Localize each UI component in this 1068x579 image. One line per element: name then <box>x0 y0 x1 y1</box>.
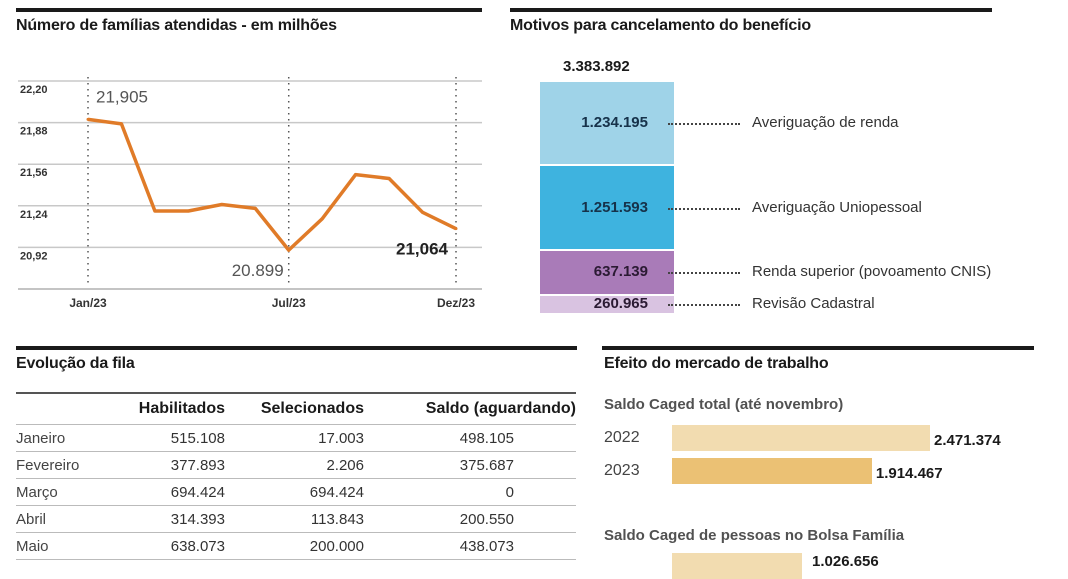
section-rule <box>510 8 992 12</box>
data-point <box>153 209 157 213</box>
table-cell: 377.893 <box>102 451 225 479</box>
table-row: Março 694.424 694.424 0 <box>16 478 576 506</box>
section-rule <box>602 346 1034 350</box>
data-label: 20.899 <box>232 261 284 280</box>
y-tick-label: 20,92 <box>20 250 48 262</box>
bar-value-label-bolsa-familia: 1.026.656 <box>812 553 879 570</box>
table-cell: 438.073 <box>364 532 576 560</box>
bar <box>672 425 930 451</box>
stack-segment: 637.139 <box>540 251 674 294</box>
table-row: Abril 314.393 113.843 200.550 <box>16 505 576 533</box>
bar-bolsa-familia <box>672 553 802 579</box>
subchart-subtitle: Saldo Caged total (até novembro) <box>604 396 844 413</box>
segment-value-label: 1.234.195 <box>581 114 648 132</box>
row-month-cell: Março <box>16 478 102 506</box>
table-cell: 694.424 <box>225 478 364 506</box>
data-label: 21,905 <box>96 87 148 106</box>
table-cell: 17.003 <box>225 424 364 452</box>
y-tick-label: 21,56 <box>20 167 48 179</box>
row-month-cell: Abril <box>16 505 102 533</box>
segment-category-label: Averiguação Uniopessoal <box>752 198 922 216</box>
table-cell: 2.206 <box>225 451 364 479</box>
data-point <box>220 203 224 206</box>
table-cell: 375.687 <box>364 451 576 479</box>
table-cell: 200.550 <box>364 505 576 533</box>
bar-value-label: 1.914.467 <box>875 465 943 482</box>
table-header-row: Habilitados Selecionados Saldo (aguardan… <box>16 392 576 425</box>
segment-value-label: 260.965 <box>593 295 648 313</box>
table-cell: 0 <box>364 478 576 506</box>
table-title: Evolução da fila <box>16 355 135 372</box>
leader-line <box>668 207 740 210</box>
bar-chart-title: Efeito do mercado de trabalho <box>604 355 829 372</box>
table-cell: 113.843 <box>225 505 364 533</box>
row-month-cell: Maio <box>16 532 102 560</box>
segment-category-label: Averiguação de renda <box>752 114 899 132</box>
row-month-cell: Fevereiro <box>16 451 102 479</box>
segment-category-label: Renda superior (povoamento CNIS) <box>752 263 992 281</box>
column-header <box>16 392 102 425</box>
x-tick-label: Dez/23 <box>437 296 475 310</box>
data-label: 21,064 <box>396 240 449 259</box>
bar <box>672 458 872 484</box>
data-point <box>354 173 358 177</box>
data-point <box>320 217 324 221</box>
data-point <box>421 210 425 214</box>
x-tick-label: Jul/23 <box>272 296 306 310</box>
y-tick-label: 21,88 <box>20 126 48 138</box>
line-chart: 22,20 21,88 21,56 21,24 20,92 Jan/23 Jul/23 De… <box>18 77 482 310</box>
segment-value-label: 1.251.593 <box>581 198 648 216</box>
column-header-saldo: Saldo (aguardando) <box>364 392 576 425</box>
row-month-cell: Janeiro <box>16 424 102 452</box>
column-header-selecionados: Selecionados <box>225 392 364 425</box>
series-line <box>87 117 457 252</box>
data-point <box>287 248 291 252</box>
stacked-chart-title: Motivos para cancelamento do benefício <box>510 17 811 34</box>
queue-table: Habilitados Selecionados Saldo (aguardan… <box>16 392 576 560</box>
section-rule <box>16 8 482 12</box>
data-point <box>119 122 123 126</box>
data-point <box>86 117 90 121</box>
table-cell: 314.393 <box>102 505 225 533</box>
x-tick-label: Jan/23 <box>69 296 107 310</box>
bar-category-label: 2022 <box>604 429 640 446</box>
table-cell: 498.105 <box>364 424 576 452</box>
data-point <box>186 209 190 213</box>
stack-segment: 260.965 <box>540 295 674 313</box>
section-rule <box>16 346 577 350</box>
data-point <box>387 177 391 180</box>
bar-value-label: 2.471.374 <box>934 432 1001 449</box>
table-row: Maio 638.073 200.000 438.073 <box>16 532 576 560</box>
bar-category-label: 2023 <box>604 462 640 479</box>
segment-value-label: 637.139 <box>593 263 648 281</box>
table-cell: 200.000 <box>225 532 364 560</box>
table-cell: 694.424 <box>102 478 225 506</box>
line-chart-title: Número de famílias atendidas - em milhõe… <box>16 17 337 34</box>
y-tick-label: 22,20 <box>20 84 48 96</box>
stacked-total-label: 3.383.892 <box>563 58 630 75</box>
leader-line <box>668 272 740 275</box>
table-cell: 638.073 <box>102 532 225 560</box>
data-point <box>253 206 257 210</box>
column-header-habilitados: Habilitados <box>102 392 225 425</box>
data-point <box>454 227 458 231</box>
table-cell: 515.108 <box>102 424 225 452</box>
segment-category-label: Revisão Cadastral <box>752 295 875 313</box>
subchart-subtitle: Saldo Caged de pessoas no Bolsa Família <box>604 527 905 544</box>
table-row: Janeiro 515.108 17.003 498.105 <box>16 424 576 452</box>
stack-segment: 1.251.593 <box>540 166 674 250</box>
y-tick-label: 21,24 <box>20 209 48 221</box>
leader-line <box>668 304 740 307</box>
stack-segment: 1.234.195 <box>540 82 674 165</box>
leader-line <box>668 123 740 126</box>
table-row: Fevereiro 377.893 2.206 375.687 <box>16 451 576 479</box>
